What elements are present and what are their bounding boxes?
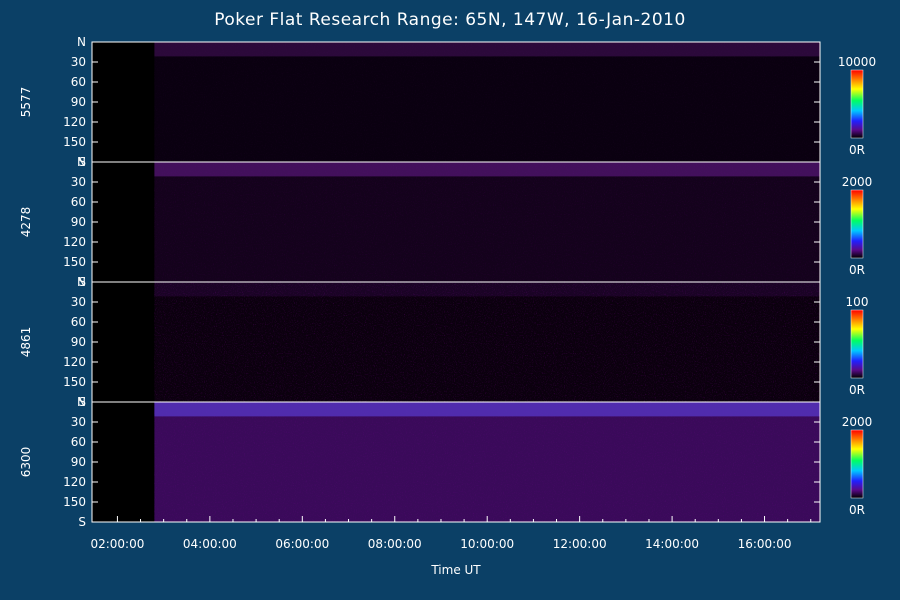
x-tick-label: 12:00:00	[553, 537, 607, 551]
panel-6300: N 30 60 90 120 150 S 6300 2000 0R	[19, 395, 872, 529]
y-tick-label: 30	[71, 295, 86, 309]
x-tick-label: 06:00:00	[275, 537, 329, 551]
panel-label: 6300	[19, 447, 33, 478]
y-tick-label: 150	[63, 255, 86, 269]
heatmap-north-band	[154, 402, 820, 417]
x-tick-label: 10:00:00	[460, 537, 514, 551]
y-tick-label: N	[77, 35, 86, 49]
colorbar-min-label: 0R	[849, 503, 865, 517]
y-tick-label: N	[77, 395, 86, 409]
x-axis-label: Time UT	[430, 563, 481, 577]
colorbar-min-label: 0R	[849, 383, 865, 397]
colorbar-min-label: 0R	[849, 263, 865, 277]
y-tick-label: N	[77, 275, 86, 289]
colorbar-frame	[850, 69, 864, 139]
y-tick-label: 90	[71, 95, 86, 109]
colorbar-frame	[850, 309, 864, 379]
colorbar	[851, 70, 863, 138]
panel-5577: N 30 60 90 120 150 S 5577 10000 0R	[19, 35, 876, 169]
panel-4278: N 30 60 90 120 150 S 4278 2000 0R	[19, 155, 872, 289]
y-tick-label: 120	[63, 355, 86, 369]
colorbar-max-label: 2000	[842, 415, 873, 429]
panel-label: 4861	[19, 327, 33, 358]
y-tick-label: 30	[71, 175, 86, 189]
panel-label: 5577	[19, 87, 33, 118]
heatmap-north-band	[154, 282, 820, 297]
colorbar-min-label: 0R	[849, 143, 865, 157]
heatmap-north-band	[154, 42, 820, 57]
y-tick-label: S	[78, 515, 86, 529]
x-tick-label: 04:00:00	[183, 537, 237, 551]
colorbar-frame	[850, 429, 864, 499]
y-tick-label: 60	[71, 75, 86, 89]
y-tick-label: 30	[71, 415, 86, 429]
y-tick-label: S	[78, 155, 86, 169]
panel-4861: N 30 60 90 120 150 S 4861 100 0R	[19, 275, 868, 409]
y-tick-label: 60	[71, 195, 86, 209]
heatmap-noise	[154, 162, 820, 282]
y-tick-label: S	[78, 395, 86, 409]
y-tick-label: 120	[63, 235, 86, 249]
colorbar-max-label: 10000	[838, 55, 876, 69]
x-tick-label: 14:00:00	[645, 537, 699, 551]
colorbar-max-label: 100	[846, 295, 869, 309]
y-tick-label: 150	[63, 375, 86, 389]
x-tick-label: 16:00:00	[738, 537, 792, 551]
colorbar-max-label: 2000	[842, 175, 873, 189]
colorbar	[851, 430, 863, 498]
y-tick-label: 90	[71, 455, 86, 469]
y-tick-label: 150	[63, 135, 86, 149]
y-tick-label: N	[77, 155, 86, 169]
x-tick-label: 08:00:00	[368, 537, 422, 551]
y-tick-label: 120	[63, 115, 86, 129]
colorbar	[851, 310, 863, 378]
y-tick-label: 30	[71, 55, 86, 69]
heatmap-noise	[154, 42, 820, 162]
x-tick-label: 02:00:00	[90, 537, 144, 551]
colorbar	[851, 190, 863, 258]
y-tick-label: 90	[71, 215, 86, 229]
heatmap-north-band	[154, 162, 820, 177]
y-tick-label: 90	[71, 335, 86, 349]
y-tick-label: 60	[71, 315, 86, 329]
y-tick-label: S	[78, 275, 86, 289]
y-tick-label: 150	[63, 495, 86, 509]
panel-label: 4278	[19, 207, 33, 238]
y-tick-label: 120	[63, 475, 86, 489]
colorbar-frame	[850, 189, 864, 259]
heatmap-noise	[154, 402, 820, 522]
y-tick-label: 60	[71, 435, 86, 449]
heatmap-noise	[154, 282, 820, 402]
chart-title: Poker Flat Research Range: 65N, 147W, 16…	[214, 10, 686, 30]
